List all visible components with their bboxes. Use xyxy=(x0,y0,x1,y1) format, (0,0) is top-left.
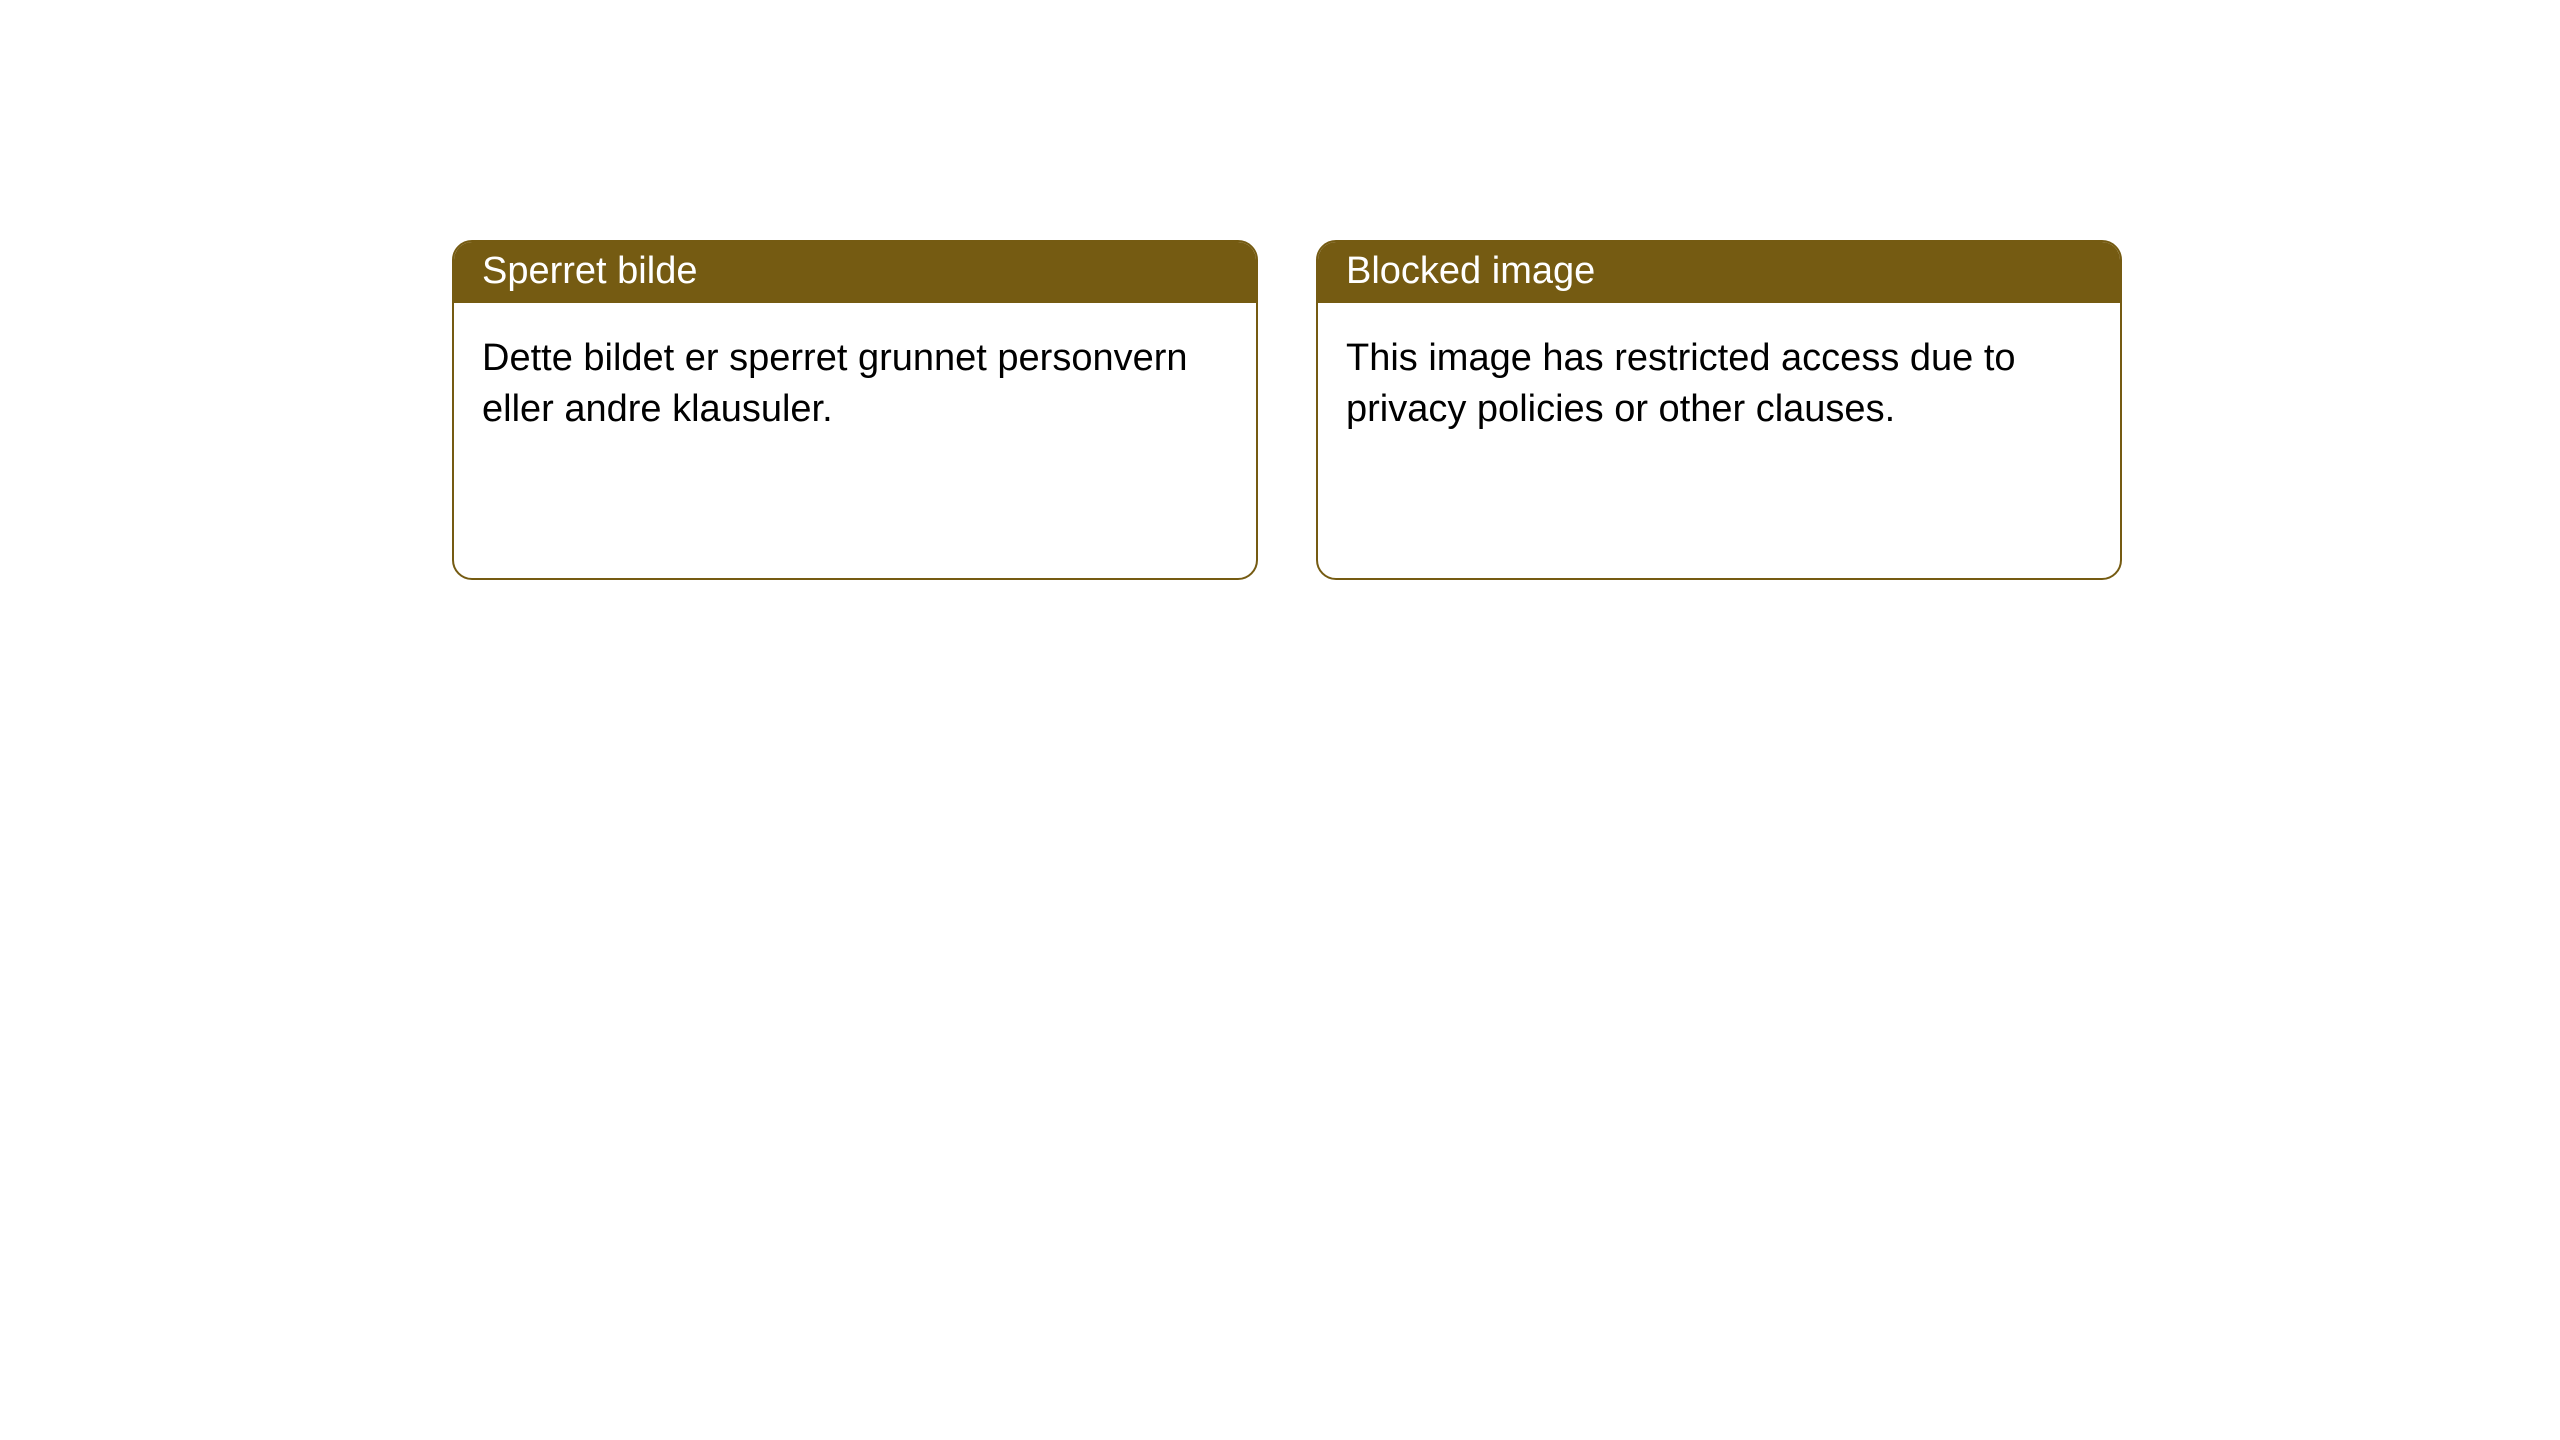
card-body: Dette bildet er sperret grunnet personve… xyxy=(454,303,1256,466)
card-header: Blocked image xyxy=(1318,242,2120,303)
card-body-text: Dette bildet er sperret grunnet personve… xyxy=(482,337,1188,430)
card-title: Sperret bilde xyxy=(482,250,697,292)
card-body: This image has restricted access due to … xyxy=(1318,303,2120,466)
card-header: Sperret bilde xyxy=(454,242,1256,303)
card-body-text: This image has restricted access due to … xyxy=(1346,337,2016,430)
cards-container: Sperret bilde Dette bildet er sperret gr… xyxy=(0,0,2560,580)
blocked-image-card-en: Blocked image This image has restricted … xyxy=(1316,240,2122,580)
card-title: Blocked image xyxy=(1346,250,1595,292)
blocked-image-card-no: Sperret bilde Dette bildet er sperret gr… xyxy=(452,240,1258,580)
